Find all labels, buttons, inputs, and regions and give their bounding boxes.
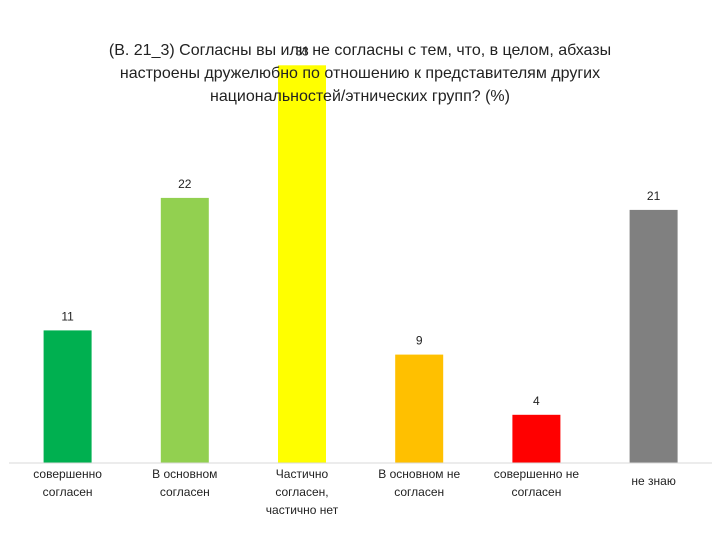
data-label-1: 11 xyxy=(61,309,74,323)
bars-layer xyxy=(43,65,678,464)
category-label-6: не знаю xyxy=(631,474,675,488)
chart-title-line-2: настроены дружелюбно по отношению к пред… xyxy=(120,65,600,82)
bar-1 xyxy=(43,330,92,463)
chart-title-line-3: национальностей/этнических групп? (%) xyxy=(210,88,510,105)
data-label-4: 9 xyxy=(416,334,423,348)
category-label-1: совершенно согласен xyxy=(33,467,102,499)
chart-title-line-1: (В. 21_3) Согласны вы или не согласны с … xyxy=(109,42,611,59)
bar-6 xyxy=(629,209,678,463)
category-label-3: Частично согласен, частично нет xyxy=(266,467,339,517)
bar-2 xyxy=(160,197,209,463)
category-label-5: совершенно не согласен xyxy=(494,467,580,499)
category-label-2: В основном согласен xyxy=(152,467,217,499)
data-label-3: 33 xyxy=(295,44,309,58)
data-label-2: 22 xyxy=(178,177,192,191)
data-label-6: 21 xyxy=(647,189,661,203)
category-labels-layer: совершенно согласен В основном согласен Част… xyxy=(33,467,676,517)
bar-4 xyxy=(395,354,444,464)
bar-3 xyxy=(278,65,326,464)
data-labels-layer: 11 22 33 9 4 21 xyxy=(61,44,661,408)
data-label-5: 4 xyxy=(533,394,540,408)
category-label-4: В основном не согласен xyxy=(378,467,460,499)
bar-5 xyxy=(512,414,561,463)
chart-title: (В. 21_3) Согласны вы или не согласны с … xyxy=(109,42,611,105)
